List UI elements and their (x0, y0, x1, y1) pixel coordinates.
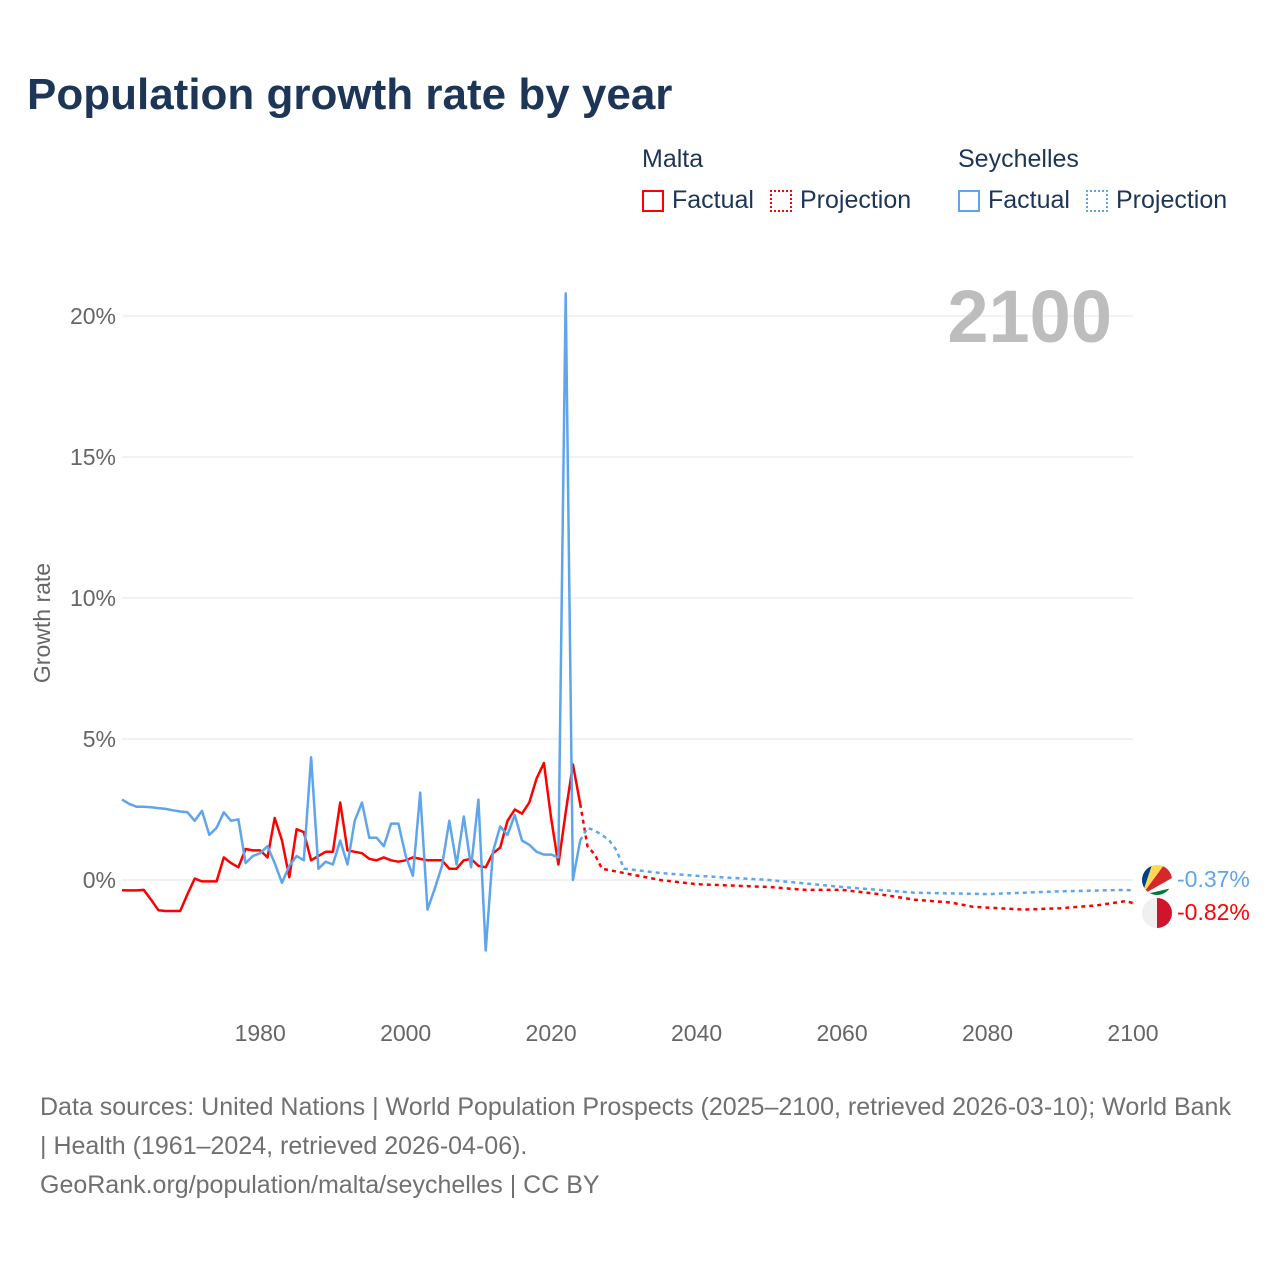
x-tick-label: 2060 (816, 1020, 867, 1046)
malta-factual-line (121, 761, 582, 913)
solid-swatch-icon (958, 189, 980, 212)
seychelles-factual-line (121, 292, 582, 952)
credit-link[interactable]: GeoRank.org/population/malta/seychelles … (40, 1171, 600, 1199)
x-tick-label: 2020 (526, 1020, 577, 1046)
legend-seychelles: Seychelles Factual Projection (958, 145, 1243, 215)
year-overlay: 2100 (947, 275, 1112, 358)
legend-label: Factual (672, 186, 754, 214)
malta-end-label: -0.82% (1177, 899, 1250, 925)
legend-label: Projection (1115, 186, 1228, 214)
legend-label: Factual (988, 186, 1070, 214)
y-tick-label: 20% (70, 303, 116, 329)
dotted-swatch-icon (1085, 189, 1108, 212)
x-tick-label: 2040 (671, 1020, 722, 1046)
y-tick-label: 0% (83, 867, 116, 893)
legend-malta-projection[interactable]: Projection (769, 186, 912, 215)
y-tick-label: 5% (83, 726, 116, 752)
legend-seychelles-projection[interactable]: Projection (1085, 186, 1228, 215)
solid-swatch-icon (642, 189, 664, 212)
legend-malta: Malta Factual Projection (642, 145, 927, 215)
legend-seychelles-factual[interactable]: Factual (958, 186, 1070, 215)
x-tick-label: 2100 (1107, 1020, 1158, 1046)
chart-title: Population growth rate by year (27, 70, 673, 119)
x-tick-label: 1980 (235, 1020, 286, 1046)
legend-label: Projection (799, 186, 912, 214)
legend-group-title: Malta (642, 145, 704, 173)
malta-projection-line (578, 803, 1134, 911)
footer: Data sources: United Nations | World Pop… (40, 1088, 1240, 1205)
y-tick-label: 15% (70, 444, 116, 470)
legend-malta-factual[interactable]: Factual (642, 186, 754, 215)
dotted-swatch-icon (769, 189, 792, 212)
x-tick-label: 2080 (962, 1020, 1013, 1046)
seychelles-end-label: -0.37% (1177, 866, 1250, 892)
y-axis-label: Growth rate (29, 563, 55, 683)
data-sources: Data sources: United Nations | World Pop… (40, 1093, 1231, 1160)
seychelles-flag-icon (1142, 865, 1172, 895)
x-tick-label: 2000 (380, 1020, 431, 1046)
seychelles-projection-line (579, 826, 1134, 896)
malta-flag-icon (1142, 898, 1172, 928)
legend-group-title: Seychelles (958, 145, 1079, 173)
y-tick-label: 10% (70, 585, 116, 611)
plot-area: 0% 5% 10% 15% 20% 1980 2000 2020 2040 2060 2080 210… (29, 275, 1250, 1046)
